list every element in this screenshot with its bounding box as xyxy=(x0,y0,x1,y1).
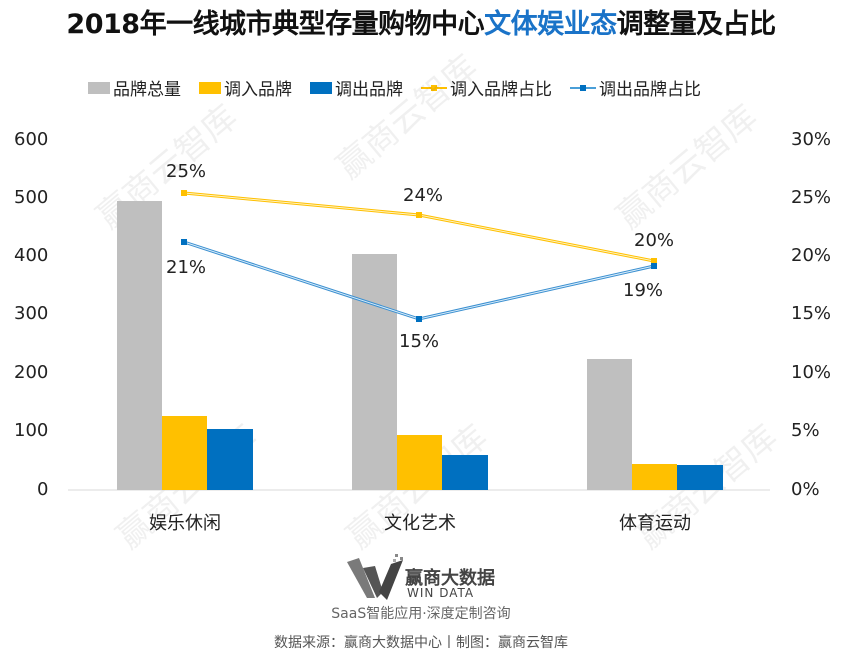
marker-in-0 xyxy=(181,190,187,196)
bar-total-0 xyxy=(117,201,162,490)
legend-swatch-blue xyxy=(310,81,332,94)
y-tick: 500 xyxy=(14,187,49,208)
legend-item-in-ratio: 调入品牌占比 xyxy=(421,75,552,100)
legend-swatch-yellow xyxy=(199,81,221,94)
bar-total-1 xyxy=(352,254,397,490)
chart-title: 2018年一线城市典型存量购物中心文体娱业态调整量及占比 xyxy=(0,2,842,41)
legend-label: 品牌总量 xyxy=(113,80,181,100)
marker-out-2 xyxy=(651,263,657,269)
y2-tick: 25% xyxy=(791,187,832,208)
logo-text-en: WIN DATA xyxy=(407,586,475,600)
win-data-w-icon xyxy=(347,554,403,600)
legend-item-in: 调入品牌 xyxy=(199,75,292,100)
marker-in-1 xyxy=(416,212,422,218)
bar-out-0 xyxy=(207,429,253,490)
bar-out-2 xyxy=(677,465,723,490)
legend-item-out-ratio: 调出品牌占比 xyxy=(570,75,701,100)
y2-tick: 30% xyxy=(791,129,832,150)
y-tick: 600 xyxy=(14,129,49,150)
y-tick: 200 xyxy=(14,362,49,383)
win-data-logo: 赢商大数据 WIN DATA xyxy=(345,548,495,602)
title-suffix: 调整量及占比 xyxy=(616,9,777,40)
chart-legend: 品牌总量 调入品牌 调出品牌 调入品牌占比 调出品牌占比 xyxy=(88,75,719,100)
y-tick: 400 xyxy=(14,245,49,266)
data-label-in-2: 20% xyxy=(634,230,675,251)
y2-tick: 20% xyxy=(791,245,832,266)
x-category-label: 体育运动 xyxy=(619,513,691,534)
bar-total-2 xyxy=(587,359,632,490)
legend-item-out: 调出品牌 xyxy=(310,75,403,100)
x-category-label: 娱乐休闲 xyxy=(149,513,221,534)
marker-out-1 xyxy=(416,316,422,322)
y2-tick: 0% xyxy=(791,479,820,500)
line-out-ratio xyxy=(183,240,655,321)
legend-item-total: 品牌总量 xyxy=(88,75,181,100)
legend-line-blue-icon xyxy=(570,82,596,94)
marker-in-2 xyxy=(651,258,657,264)
title-highlight: 文体娱业态 xyxy=(484,9,617,40)
y-tick: 100 xyxy=(14,420,49,441)
legend-label: 调入品牌 xyxy=(224,80,292,100)
bar-in-0 xyxy=(162,416,207,490)
legend-line-yellow-icon xyxy=(421,82,447,94)
data-label-in-0: 25% xyxy=(166,161,207,182)
logo-text-cn: 赢商大数据 xyxy=(405,568,495,589)
footer-slogan: SaaS智能应用·深度定制咨询 xyxy=(331,606,511,622)
bar-in-2 xyxy=(632,464,677,490)
legend-swatch-gray xyxy=(88,81,110,94)
legend-label: 调出品牌占比 xyxy=(599,80,701,100)
bar-out-1 xyxy=(442,455,488,490)
data-label-out-2: 19% xyxy=(623,280,664,301)
title-prefix: 2018年一线城市典型存量购物中心 xyxy=(66,9,485,40)
data-label-out-1: 15% xyxy=(399,331,440,352)
y-tick: 300 xyxy=(14,303,49,324)
data-label-in-1: 24% xyxy=(403,185,444,206)
data-source: 数据来源：赢商大数据中心丨制图：赢商云智库 xyxy=(274,635,568,651)
y-tick: 0 xyxy=(37,479,49,500)
y2-tick: 15% xyxy=(791,303,832,324)
y2-tick: 10% xyxy=(791,362,832,383)
legend-label: 调入品牌占比 xyxy=(450,80,552,100)
data-label-out-0: 21% xyxy=(166,257,207,278)
bar-in-1 xyxy=(397,435,442,490)
x-category-label: 文化艺术 xyxy=(384,513,456,534)
legend-label: 调出品牌 xyxy=(335,80,403,100)
y2-tick: 5% xyxy=(791,420,820,441)
marker-out-0 xyxy=(181,239,187,245)
